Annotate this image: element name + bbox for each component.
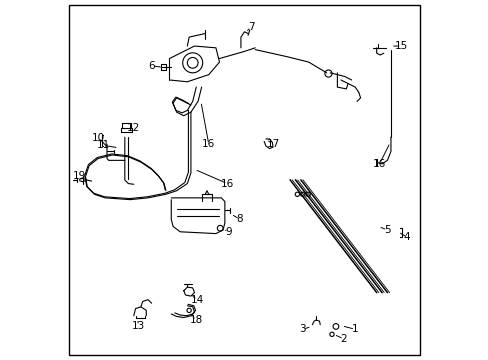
- Text: 18: 18: [189, 315, 203, 325]
- Text: 14: 14: [190, 295, 203, 305]
- Text: 10: 10: [92, 133, 105, 143]
- Text: 8: 8: [236, 214, 243, 224]
- Text: 2: 2: [340, 334, 346, 344]
- Text: 15: 15: [394, 41, 407, 51]
- Text: 9: 9: [224, 227, 231, 237]
- Text: 11: 11: [97, 140, 110, 150]
- Text: 4: 4: [403, 232, 409, 242]
- Text: 17: 17: [266, 139, 279, 149]
- Text: 5: 5: [383, 225, 390, 235]
- Text: 16: 16: [372, 159, 386, 169]
- Text: 19: 19: [73, 171, 86, 181]
- Text: 3: 3: [299, 324, 305, 334]
- Text: 1: 1: [351, 324, 358, 334]
- Text: 12: 12: [126, 123, 140, 133]
- Text: 16: 16: [220, 179, 233, 189]
- Text: 7: 7: [247, 22, 254, 32]
- Text: 16: 16: [202, 139, 215, 149]
- Text: 13: 13: [131, 321, 144, 331]
- Text: 6: 6: [148, 61, 155, 71]
